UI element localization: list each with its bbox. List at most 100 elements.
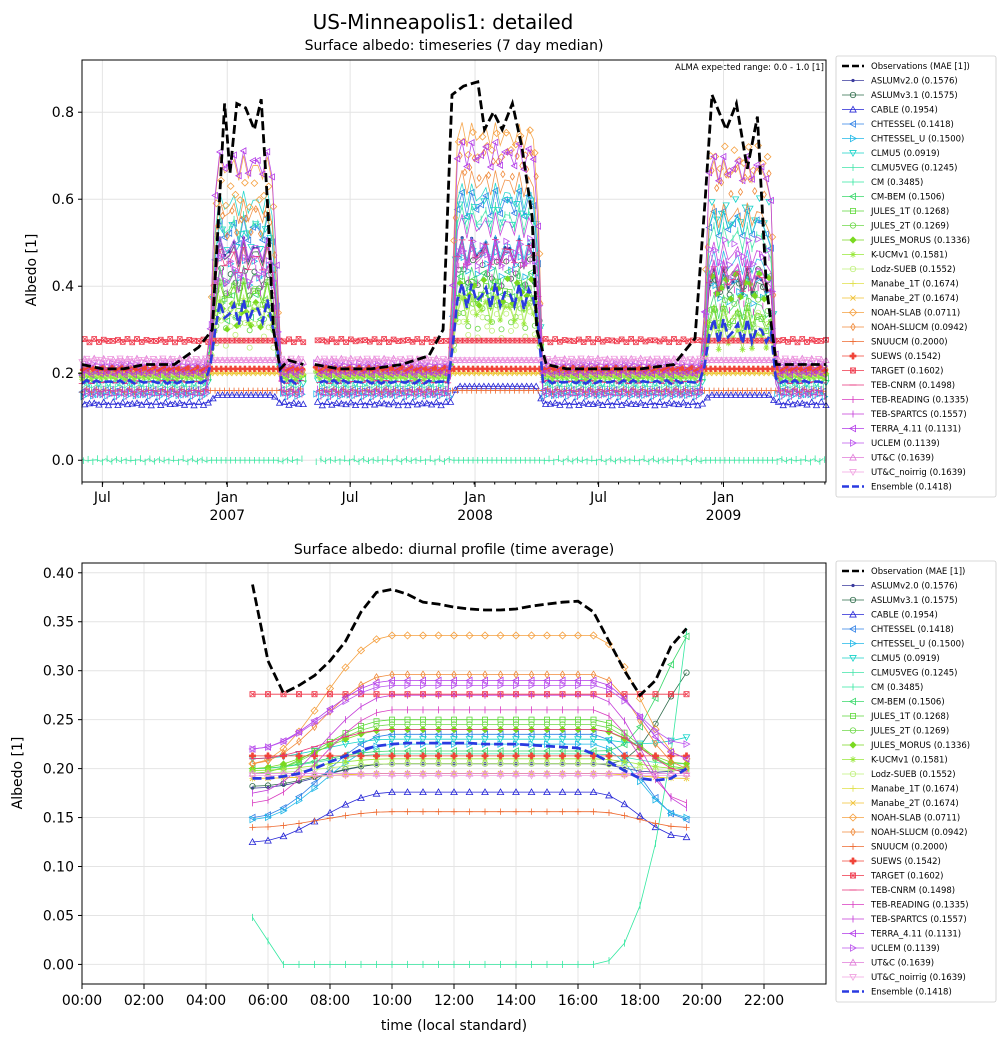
legend-label: TEB-CNRM (0.1498) — [870, 381, 955, 391]
series-marker — [501, 303, 508, 310]
series-marker — [575, 401, 583, 408]
x-tick-year: 2009 — [706, 508, 742, 524]
series-marker — [430, 375, 437, 382]
legend-label: UCLEM (0.1139) — [871, 439, 940, 449]
series-marker-cross — [524, 338, 529, 343]
series-marker-cross — [248, 338, 254, 343]
series-marker — [777, 375, 784, 382]
series-marker — [124, 336, 131, 342]
series-marker — [746, 391, 754, 398]
series-line — [252, 631, 687, 965]
series-marker — [503, 310, 510, 317]
series-marker — [506, 304, 513, 311]
series-marker — [164, 376, 171, 383]
series-marker — [750, 299, 758, 308]
series-marker — [817, 398, 825, 405]
series-marker — [176, 399, 184, 406]
series-marker — [634, 375, 641, 382]
series-marker-cross — [781, 337, 786, 342]
series-marker — [474, 325, 481, 332]
series-marker — [665, 399, 673, 406]
legend-label: JULES_1T (0.1268) — [870, 207, 949, 217]
series-marker — [236, 365, 244, 373]
series-marker — [660, 401, 669, 408]
series-marker — [806, 375, 813, 382]
legend-label: JULES_2T (0.1269) — [870, 222, 949, 232]
series-marker-cross — [657, 339, 662, 344]
series-marker — [765, 391, 773, 398]
series-marker — [229, 206, 235, 215]
series-marker — [512, 261, 520, 269]
series-marker-cross — [624, 340, 629, 345]
series-marker — [399, 398, 407, 405]
series-marker — [722, 391, 730, 398]
series-marker — [465, 323, 472, 330]
legend-label: SNUUCM (0.2000) — [871, 338, 948, 348]
series-marker — [749, 345, 756, 352]
series-marker — [465, 365, 472, 373]
series-marker — [479, 365, 486, 373]
legend-label: Lodz-SUEB (0.1552) — [871, 265, 956, 275]
series-marker — [606, 375, 613, 382]
series-marker — [188, 374, 195, 381]
series-marker-cross — [158, 337, 163, 342]
series-marker — [467, 163, 473, 172]
series-marker — [232, 365, 239, 373]
series-marker — [226, 182, 235, 191]
series-marker — [633, 339, 639, 346]
series-marker — [119, 398, 127, 406]
series-marker — [233, 391, 241, 398]
series-marker — [197, 375, 204, 382]
series-marker — [617, 401, 626, 408]
series-marker — [753, 331, 760, 338]
series-marker — [470, 203, 479, 211]
series-marker-cross — [220, 338, 225, 343]
series-marker-cross — [785, 339, 791, 344]
series-marker — [245, 319, 252, 326]
series-marker — [482, 298, 489, 305]
series-marker-cross — [529, 338, 534, 343]
series-marker — [732, 391, 740, 398]
series-marker — [579, 398, 588, 406]
series-marker — [232, 331, 239, 338]
series-marker — [241, 365, 249, 373]
series-marker — [615, 376, 622, 383]
series-marker — [661, 336, 668, 343]
y-tick-label: 0.4 — [52, 279, 74, 295]
series-marker — [527, 382, 536, 390]
series-marker — [636, 398, 645, 406]
series-marker — [435, 374, 442, 381]
series-marker — [159, 373, 166, 380]
series-marker-cross — [819, 338, 824, 343]
x-tick-year: 2008 — [457, 508, 493, 524]
series-marker — [704, 243, 710, 252]
series-marker-cross — [92, 336, 97, 342]
series-marker — [90, 399, 98, 407]
series-marker — [252, 298, 260, 306]
series-marker — [107, 373, 114, 380]
series-marker — [464, 150, 473, 159]
series-marker-cross — [291, 340, 296, 345]
series-marker — [295, 336, 302, 342]
series-marker — [592, 375, 599, 382]
series-marker-cross — [410, 339, 415, 344]
series-marker — [732, 196, 740, 204]
series-marker — [290, 399, 298, 406]
legend-label: ASLUMv3.1 (0.1575) — [871, 91, 958, 101]
series-marker — [470, 309, 476, 316]
series-marker — [126, 372, 133, 379]
series-marker — [625, 376, 632, 383]
series-marker — [763, 152, 772, 161]
series-marker — [526, 365, 534, 373]
series-marker — [123, 400, 132, 408]
series-marker — [651, 401, 659, 409]
series-marker — [104, 401, 113, 409]
series-marker — [532, 382, 540, 390]
series-marker — [675, 339, 682, 346]
series-marker — [522, 324, 529, 331]
series-marker — [342, 400, 350, 408]
series-marker — [337, 399, 345, 407]
series-marker — [273, 387, 280, 394]
series-marker-cross — [429, 339, 434, 345]
series-marker — [364, 373, 371, 380]
